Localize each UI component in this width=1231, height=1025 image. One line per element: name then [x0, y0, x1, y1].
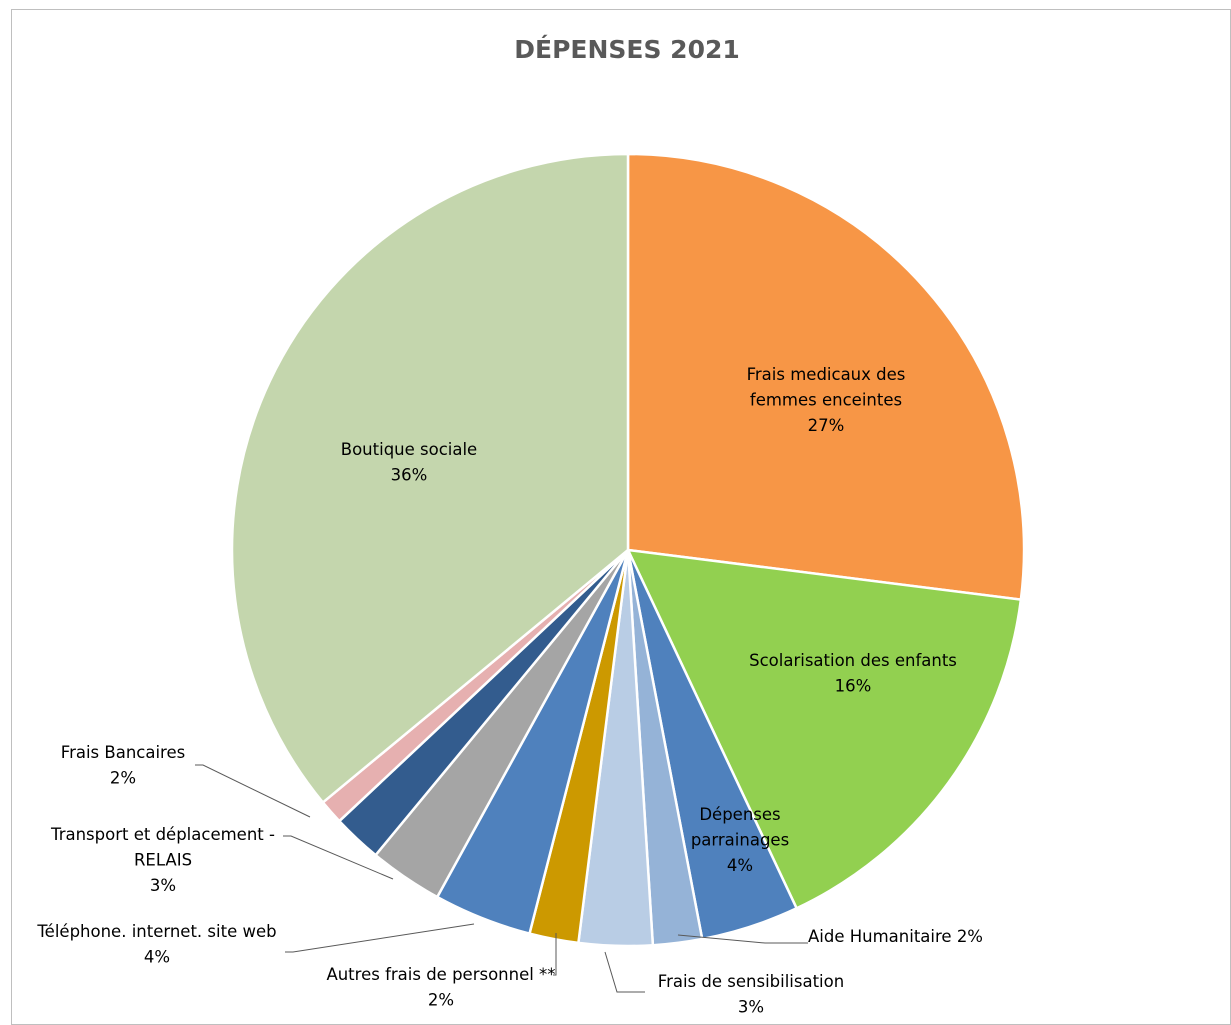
leader-line	[283, 835, 394, 880]
pie-slice	[626, 548, 1023, 910]
data-label: Frais medicaux des femmes enceintes 27%	[747, 365, 906, 435]
data-label: Boutique sociale 36%	[341, 440, 477, 485]
data-labels: Frais medicaux des femmes enceintes 27% Sco…	[36, 365, 983, 1017]
data-label: Scolarisation des enfants 16%	[749, 651, 957, 696]
pie-slices	[230, 152, 1026, 948]
leader-line	[604, 951, 645, 993]
pie-slice	[626, 152, 1026, 601]
leader-line	[677, 934, 808, 944]
leader-lines	[195, 764, 808, 993]
data-label: Autres frais de personnel ** 2%	[326, 965, 555, 1010]
pie-slice	[230, 152, 630, 804]
data-label: Téléphone. internet. site web 4%	[36, 922, 276, 967]
leader-line	[553, 933, 557, 976]
data-label: Frais Bancaires 2%	[61, 743, 185, 788]
data-label: Dépenses parrainages 4%	[691, 805, 789, 875]
data-label: Aide Humanitaire 2%	[808, 927, 983, 946]
data-label: Frais de sensibilisation 3%	[658, 972, 844, 1017]
chart-title: DÉPENSES 2021	[514, 35, 740, 64]
leader-line	[195, 764, 311, 818]
data-label: Transport et déplacement -RELAIS 3%	[50, 825, 275, 895]
leader-line	[285, 923, 475, 953]
